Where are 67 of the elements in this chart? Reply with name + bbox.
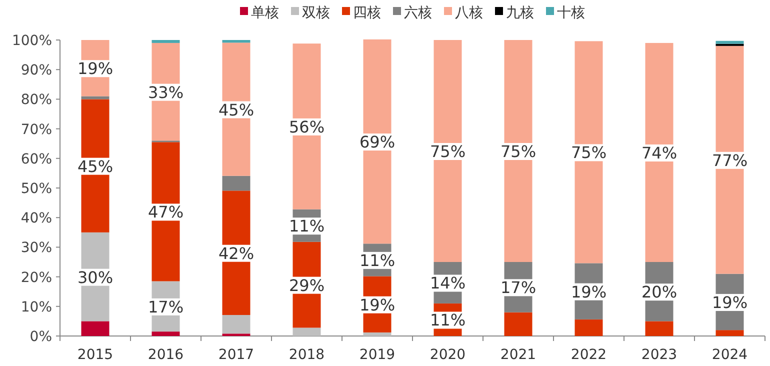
legend-label: 六核 (404, 5, 432, 21)
x-tick-label: 2020 (430, 347, 466, 363)
y-tick-label: 70% (20, 122, 52, 138)
data-label: 45% (218, 100, 254, 120)
legend-label: 九核 (506, 5, 534, 21)
bar (574, 319, 603, 336)
y-tick-label: 100% (12, 33, 52, 49)
data-label: 42% (218, 244, 254, 263)
data-label: 30% (77, 268, 114, 287)
bar (716, 330, 744, 336)
bar (504, 312, 532, 336)
bar (81, 96, 110, 100)
x-tick-label: 2015 (77, 347, 114, 363)
y-tick-label: 20% (20, 270, 52, 286)
legend-label: 单核 (251, 5, 279, 21)
data-label: 19% (570, 282, 607, 302)
data-label: 77% (712, 150, 748, 170)
y-tick-label: 40% (20, 210, 52, 227)
data-label: 69% (359, 132, 396, 152)
data-label: 47% (148, 202, 184, 222)
legend-label: 四核 (353, 5, 381, 21)
x-tick-label: 2016 (148, 347, 184, 363)
data-label: 74% (641, 143, 678, 162)
data-label: 33% (148, 82, 184, 102)
legend-label: 双核 (302, 5, 330, 21)
x-tick-label: 2017 (218, 347, 254, 363)
data-label: 75% (570, 143, 607, 162)
bar (222, 40, 250, 43)
y-tick-label: 30% (20, 240, 52, 256)
data-label: 14% (430, 274, 466, 293)
data-label: 29% (288, 276, 325, 295)
data-label: 17% (500, 278, 536, 298)
data-label: 19% (77, 59, 114, 78)
x-tick-label: 2018 (288, 347, 325, 363)
data-label: 45% (77, 156, 114, 176)
data-label: 19% (712, 292, 748, 312)
bar (222, 314, 250, 334)
bar (645, 321, 674, 336)
legend-label: 八核 (455, 5, 483, 21)
x-tick-label: 2022 (570, 347, 607, 363)
bar (152, 332, 180, 336)
y-tick-label: 10% (20, 299, 52, 316)
bar (363, 332, 392, 336)
legend-label: 十核 (557, 5, 585, 21)
x-tick-label: 2024 (712, 347, 748, 363)
x-tick-label: 2023 (641, 347, 678, 363)
y-tick-label: 50% (20, 181, 52, 197)
x-tick-label: 2021 (500, 347, 536, 363)
data-label: 75% (500, 142, 536, 161)
bar (716, 40, 744, 44)
y-tick-label: 0% (30, 329, 52, 345)
data-label: 11% (359, 250, 396, 270)
data-label: 11% (430, 310, 466, 330)
y-tick-label: 80% (20, 92, 52, 108)
data-label: 17% (148, 297, 184, 316)
bar (81, 321, 110, 336)
data-label: 75% (430, 142, 466, 161)
y-tick-label: 60% (20, 151, 52, 168)
bar (222, 176, 250, 191)
data-label: 19% (359, 295, 396, 314)
x-tick-label: 2019 (359, 347, 396, 363)
bar (152, 40, 180, 43)
data-label: 11% (288, 216, 325, 236)
y-tick-label: 90% (20, 62, 52, 79)
bar (292, 328, 321, 336)
data-label: 56% (288, 117, 325, 136)
data-label: 20% (641, 282, 678, 302)
